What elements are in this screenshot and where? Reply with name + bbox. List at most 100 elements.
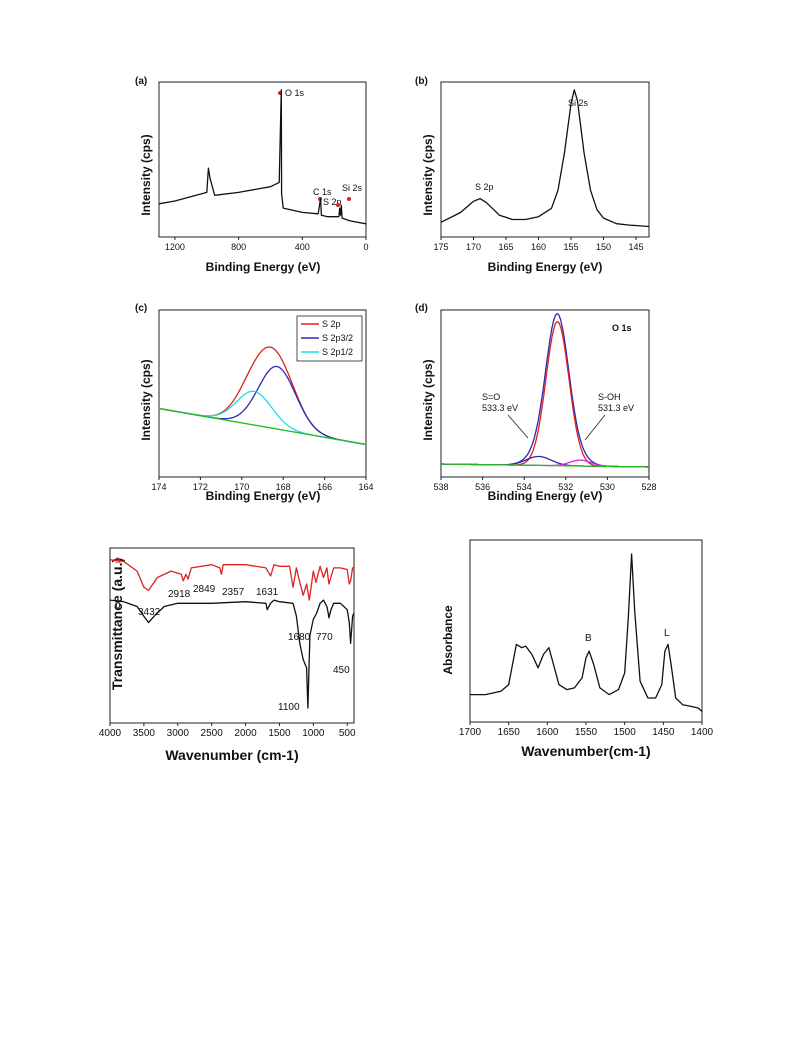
series-line-c-3 xyxy=(158,407,367,446)
series-line-b-0 xyxy=(440,89,650,228)
x-tick-label-d: 536 xyxy=(475,482,490,492)
y-axis-title-a: Intensity (cps) xyxy=(139,134,153,215)
x-tick-label-f: 1650 xyxy=(498,727,521,738)
plot-frame-b xyxy=(440,81,650,238)
plot-frame-a xyxy=(158,81,367,238)
annotation-770: 770 xyxy=(316,632,333,643)
x-tick-label-c: 170 xyxy=(234,482,249,492)
x-tick-label-a: 400 xyxy=(295,242,310,252)
x-tick-label-c: 174 xyxy=(151,482,166,492)
x-tick-label-e: 1500 xyxy=(268,728,291,739)
panel-label-d: (d) xyxy=(415,303,428,314)
annotation-s-oh: S-OH xyxy=(598,392,621,402)
x-tick-label-f: 1450 xyxy=(652,727,675,738)
annotation-533-3: 533.3 eV xyxy=(482,403,518,413)
series-group-a xyxy=(158,89,367,225)
axes-e: 4000 3500 3000 2500 2000 1500 1000 500 xyxy=(99,547,356,739)
series-line-c-1 xyxy=(158,365,367,446)
x-tick-label-c: 164 xyxy=(358,482,373,492)
series-group-e xyxy=(109,559,355,709)
annotation-o1s-d: O 1s xyxy=(612,323,632,333)
x-tick-label-c: 166 xyxy=(317,482,332,492)
x-tick-label-b: 150 xyxy=(596,242,611,252)
x-tick-label-b: 145 xyxy=(628,242,643,252)
x-tick-label-e: 2000 xyxy=(234,728,257,739)
plot-frame-c xyxy=(158,309,367,478)
x-tick-label-e: 4000 xyxy=(99,728,122,739)
annotation-o1s: O 1s xyxy=(285,88,305,98)
annotation-b: B xyxy=(585,633,592,644)
series-label-b: b xyxy=(115,600,121,611)
series-line-d-4 xyxy=(441,463,649,468)
legend-label-s2p32: S 2p3/2 xyxy=(322,333,353,343)
panel-d: (d) Intensity (cps) Binding Energy (eV) … xyxy=(415,303,634,503)
annotation-1100: 1100 xyxy=(278,702,300,713)
annotation-450: 450 xyxy=(333,665,350,676)
x-tick-label-f: 1500 xyxy=(614,727,637,738)
arrow-s-o xyxy=(507,414,529,439)
plot-frame-e xyxy=(109,547,355,724)
panel-c: (c) Intensity (cps) Binding Energy (eV) … xyxy=(135,303,363,503)
x-tick-label-b: 165 xyxy=(498,242,513,252)
annotation-s-o: S=O xyxy=(482,392,500,402)
y-axis-title-e: Transmittance (a.u.) xyxy=(109,558,125,690)
x-axis-title-f: Wavenumber(cm-1) xyxy=(521,743,650,759)
panel-f: Absorbance Wavenumber(cm-1) B L xyxy=(441,605,670,759)
x-tick-label-b: 175 xyxy=(433,242,448,252)
arrow-s-oh xyxy=(584,414,606,441)
x-tick-label-f: 1400 xyxy=(691,727,714,738)
plot-frame-d xyxy=(440,309,650,478)
axes-d: 538 536 534 532 530 528 xyxy=(433,309,657,492)
annotation-1631: 1631 xyxy=(256,587,279,598)
x-tick-label-b: 170 xyxy=(466,242,481,252)
series-line-e-0 xyxy=(109,559,354,601)
legend-c: S 2p S 2p3/2 S 2p1/2 xyxy=(296,315,363,362)
x-tick-label-c: 172 xyxy=(193,482,208,492)
x-tick-label-d: 530 xyxy=(600,482,615,492)
annotation-c1s: C 1s xyxy=(313,187,332,197)
x-tick-label-f: 1550 xyxy=(575,727,598,738)
panel-a: (a) Intensity (cps) Binding Energy (eV) … xyxy=(135,76,363,274)
x-tick-label-d: 534 xyxy=(517,482,532,492)
x-tick-label-a: 0 xyxy=(363,242,368,252)
x-tick-label-b: 160 xyxy=(531,242,546,252)
x-tick-label-e: 2500 xyxy=(201,728,224,739)
x-tick-label-a: 800 xyxy=(231,242,246,252)
series-line-c-2 xyxy=(158,390,367,446)
axes-b: 175 170 165 160 155 150 145 xyxy=(433,81,650,252)
series-line-f-0 xyxy=(470,553,703,712)
x-tick-label-c: 168 xyxy=(276,482,291,492)
series-group-b xyxy=(440,89,650,228)
series-line-e-1 xyxy=(109,599,355,709)
x-tick-label-b: 155 xyxy=(563,242,578,252)
panel-b: (b) Intensity (cps) Binding Energy (eV) … xyxy=(415,76,602,274)
marker-si2s-a xyxy=(347,197,351,201)
series-line-a-0 xyxy=(158,89,367,225)
y-axis-title-c: Intensity (cps) xyxy=(139,359,153,440)
axes-a: 1200 800 400 0 xyxy=(158,81,369,252)
x-axis-title-c: Binding Energy (eV) xyxy=(206,489,321,503)
y-axis-title-d: Intensity (cps) xyxy=(421,359,435,440)
marker-s2p-a xyxy=(336,203,340,207)
x-tick-label-e: 500 xyxy=(339,728,356,739)
annotation-3432: 3432 xyxy=(138,607,161,618)
x-axis-title-b: Binding Energy (eV) xyxy=(488,260,603,274)
x-tick-label-e: 3500 xyxy=(133,728,156,739)
legend-label-s2p: S 2p xyxy=(322,319,341,329)
x-tick-label-e: 1000 xyxy=(302,728,325,739)
panel-label-b: (b) xyxy=(415,76,428,87)
x-axis-title-d: Binding Energy (eV) xyxy=(488,489,603,503)
x-tick-label-d: 528 xyxy=(641,482,656,492)
annotation-2849: 2849 xyxy=(193,584,216,595)
x-tick-label-f: 1600 xyxy=(536,727,559,738)
annotation-2357: 2357 xyxy=(222,587,245,598)
series-group-d xyxy=(441,312,649,468)
y-axis-title-f: Absorbance xyxy=(441,605,455,675)
annotation-2918: 2918 xyxy=(168,589,191,600)
panel-label-a: (a) xyxy=(135,76,147,87)
panel-label-c: (c) xyxy=(135,303,147,314)
axes-c: 174 172 170 168 166 164 xyxy=(151,309,374,492)
x-axis-title-e: Wavenumber (cm-1) xyxy=(165,747,298,763)
annotation-s2p-a: S 2p xyxy=(323,197,342,207)
